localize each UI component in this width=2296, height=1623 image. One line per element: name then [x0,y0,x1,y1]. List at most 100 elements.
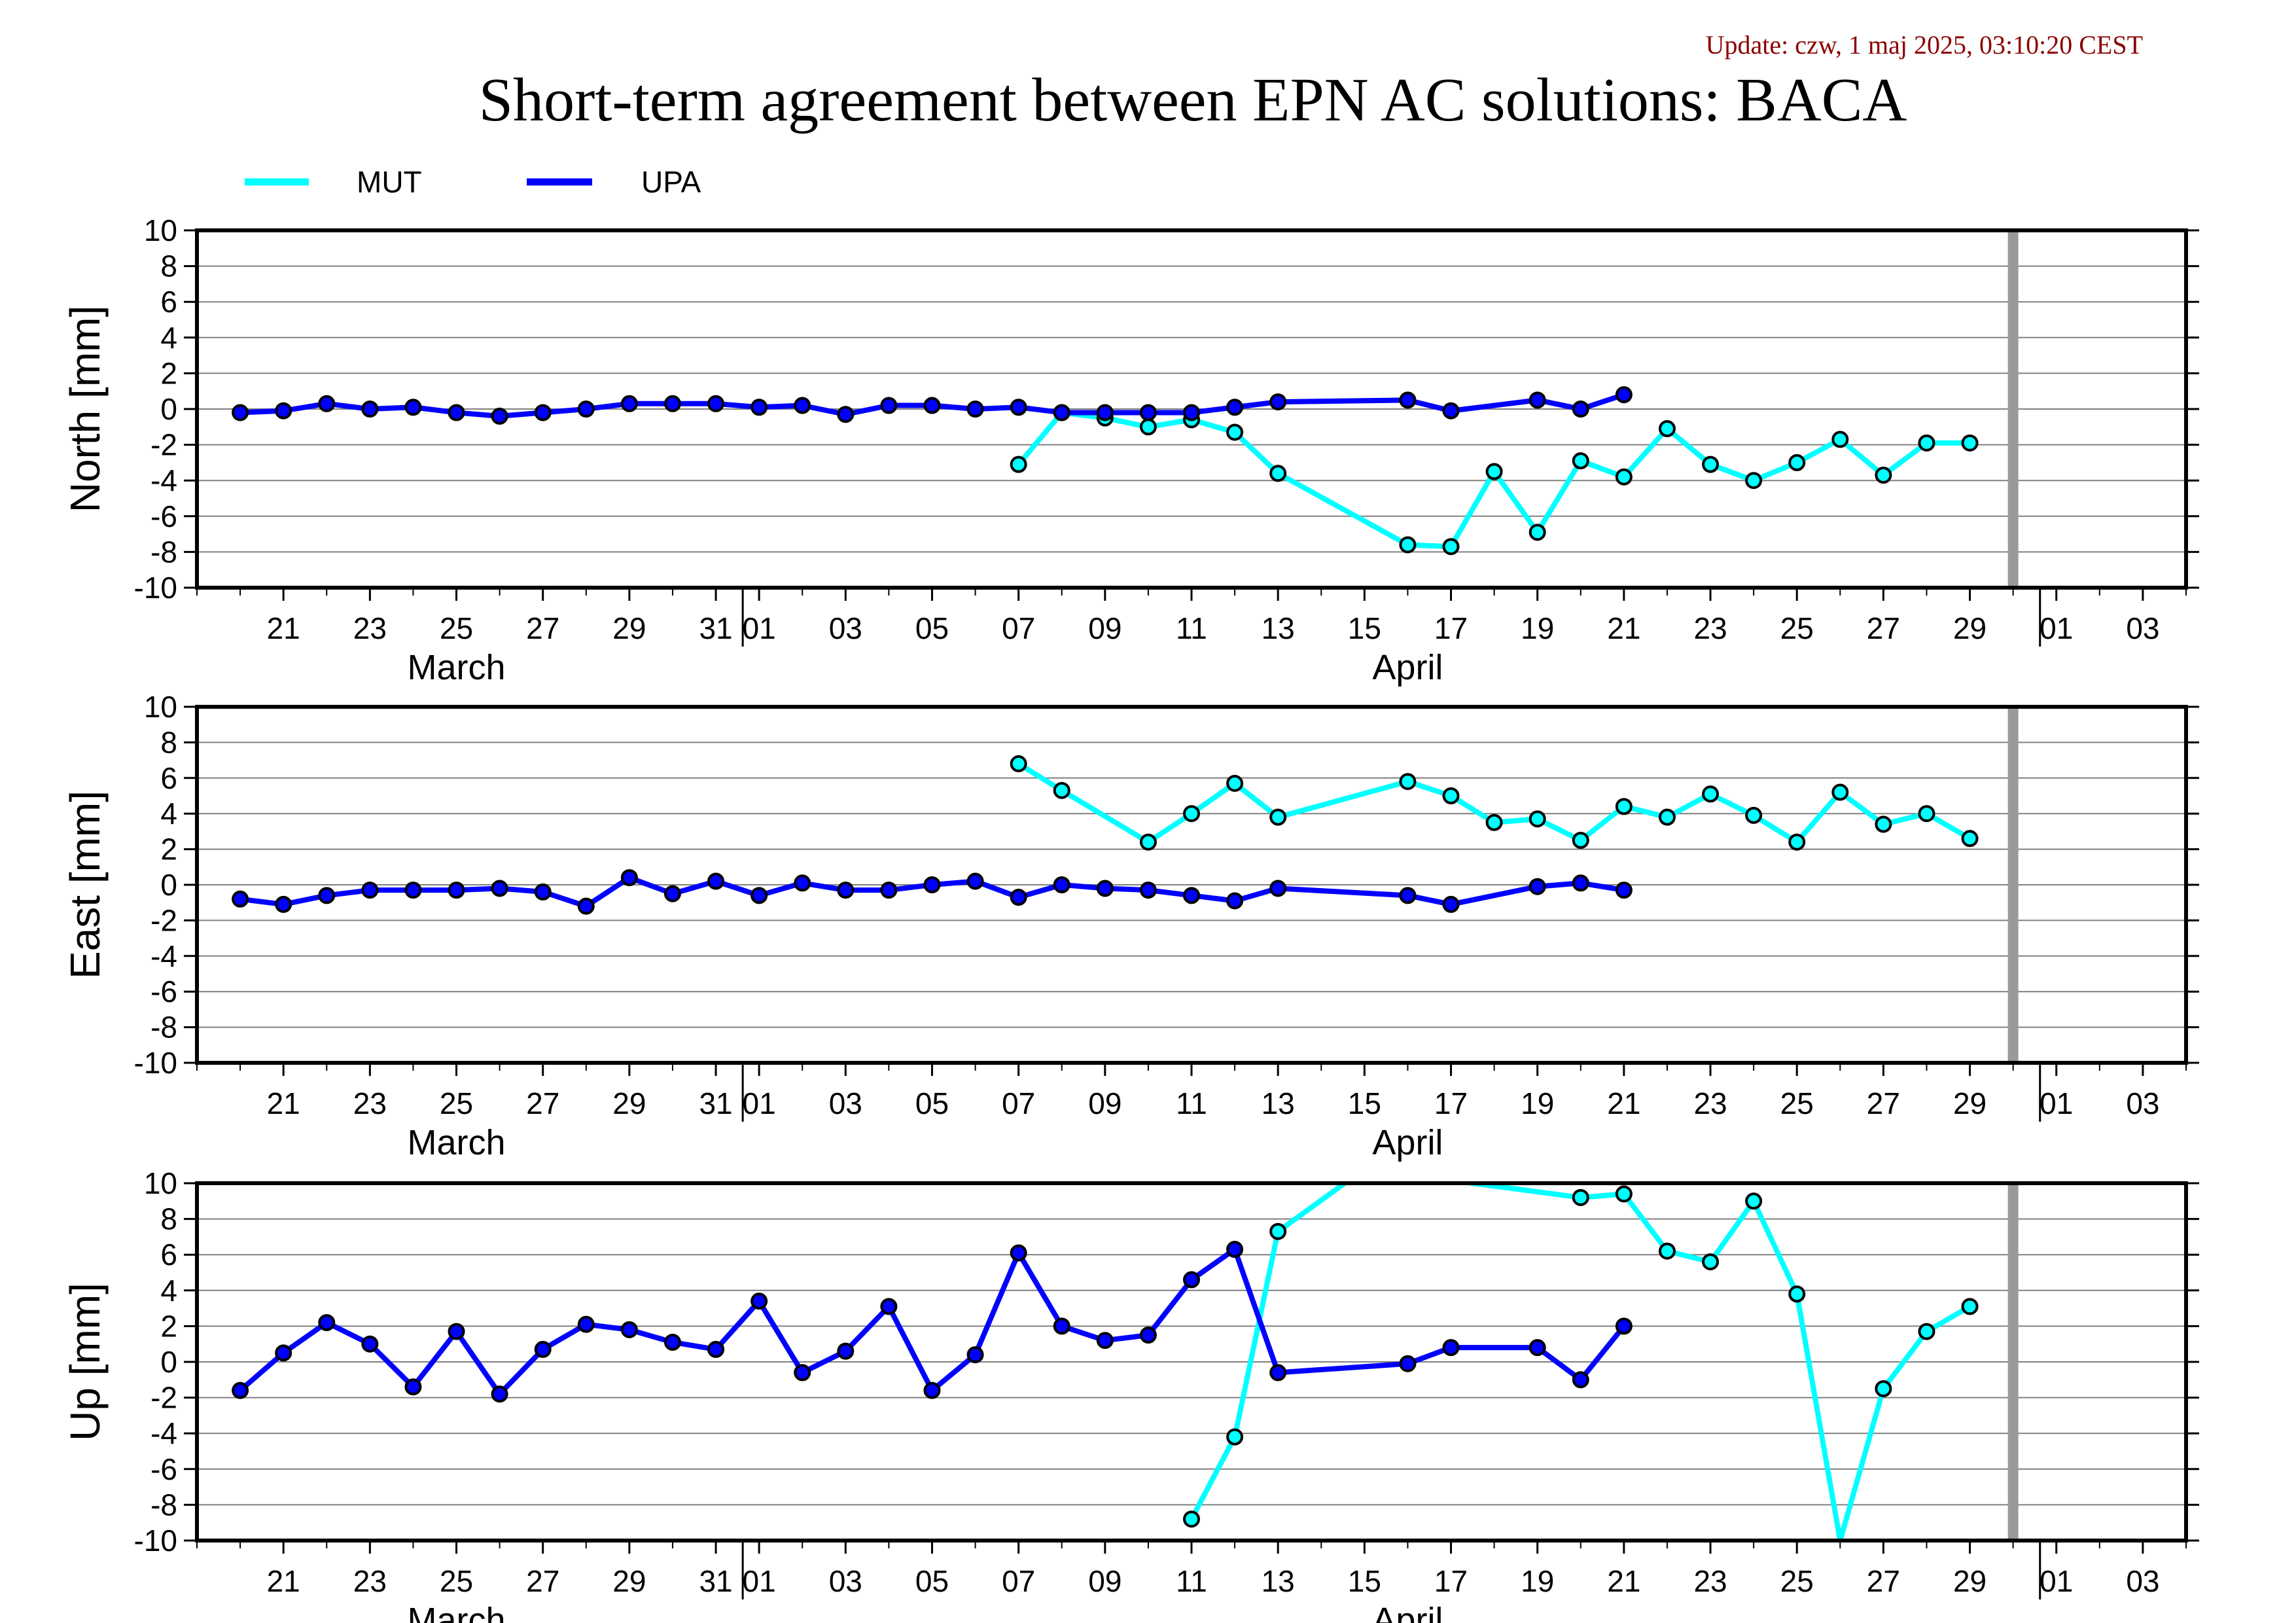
data-point [1053,876,1070,893]
data-point [1485,813,1503,831]
chart-title: Short-term agreement between EPN AC solu… [479,66,1907,134]
data-point [707,1340,725,1358]
x-tick-label: 27 [526,611,559,645]
x-tick-label: 31 [699,611,732,645]
x-tick-label: 31 [699,1086,732,1120]
data-point [1183,805,1200,823]
data-point [1269,1364,1287,1382]
data-point [1183,404,1200,421]
x-tick-label: 15 [1348,1564,1381,1598]
data-point [448,404,465,421]
series-line-upa [238,1247,1627,1397]
plot-frame [195,705,2188,1065]
data-point [361,401,379,418]
data-point [620,869,638,887]
series-line-mut [1189,1183,1973,1541]
x-tick-label: 17 [1434,1564,1468,1598]
x-tick-label: 29 [1953,1564,1987,1598]
data-point [1399,773,1417,791]
data-point [1528,524,1546,541]
data-point [1788,454,1806,471]
data-point [794,397,811,414]
data-point [1875,1380,1892,1397]
data-point [1658,1242,1676,1260]
x-tick-label: 23 [1693,1086,1727,1120]
x-tick-label: 03 [2126,1564,2159,1598]
x-tick-label: 03 [829,1564,862,1598]
data-point [1010,1244,1027,1262]
data-point [448,1323,465,1340]
data-point [1183,1510,1200,1528]
data-point [275,402,292,419]
data-point [1961,830,1979,847]
series-mut [1183,1183,1979,1541]
x-tick-label: 03 [2126,1086,2159,1120]
data-point [404,399,422,416]
data-point [1572,874,1589,892]
data-point [1702,455,1720,473]
data-point [1572,1188,1589,1206]
data-point [966,1346,984,1364]
x-tick-label: 11 [1176,611,1207,645]
x-tick-label: 27 [1867,611,1900,645]
data-point [751,399,768,416]
data-point [663,1333,681,1351]
data-point [1961,434,1979,452]
data-point [794,1364,811,1382]
y-tick-label: 6 [160,1238,177,1272]
data-point [577,1315,595,1333]
data-point [1442,402,1460,419]
data-point [1875,815,1892,833]
data-point [1788,1285,1806,1303]
plot-frame [195,228,2188,590]
x-tick-label: 01 [2040,1086,2073,1120]
data-point [1615,882,1633,899]
month-label-march: March [408,1123,506,1162]
x-tick-label: 29 [612,1086,646,1120]
x-tick-label: 03 [2126,611,2159,645]
data-point [1139,833,1157,851]
data-point [837,1342,855,1360]
data-point [663,885,681,902]
data-point [1269,880,1287,897]
data-point [1918,434,1935,452]
x-tick-label: 27 [526,1086,559,1120]
x-tick-label: 09 [1088,1564,1122,1598]
y-tick-label: 2 [160,832,177,866]
data-point [361,1335,379,1353]
data-point [1226,1241,1244,1258]
x-tick-label: 05 [915,611,949,645]
y-tick-label: -6 [150,1452,177,1486]
x-tick-label: 23 [1693,1564,1727,1598]
series-mut [1010,404,1979,556]
current-date-bar [2007,230,2019,588]
y-tick-label: 2 [160,1309,177,1343]
x-tick-label: 15 [1348,611,1381,645]
x-tick-label: 07 [1002,611,1035,645]
x-tick-label: 07 [1002,1564,1035,1598]
x-tick-label: 03 [829,1086,862,1120]
month-label-march: March [408,1601,506,1623]
data-point [663,395,681,412]
data-point [1528,1339,1546,1357]
x-tick-label: 25 [1780,611,1814,645]
x-tick-label: 19 [1521,1086,1554,1120]
x-tick-label: 01 [743,1086,776,1120]
data-point [1918,805,1935,823]
data-point [923,1382,941,1399]
x-tick-label: 29 [1953,611,1987,645]
data-point [1096,404,1114,421]
data-point [1053,1317,1070,1335]
data-point [620,1321,638,1338]
data-point [1442,787,1460,804]
data-point [1615,798,1633,815]
y-tick-label: 8 [160,725,177,759]
data-point [1442,538,1460,556]
series-upa [232,869,1633,915]
x-tick-label: 05 [915,1564,949,1598]
data-point [1053,781,1070,799]
data-point [1702,1253,1720,1271]
x-tick-label: 05 [915,1086,949,1120]
